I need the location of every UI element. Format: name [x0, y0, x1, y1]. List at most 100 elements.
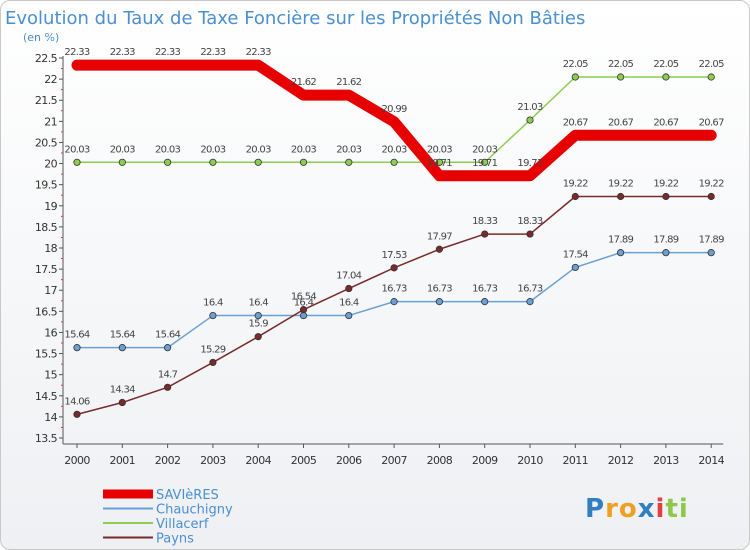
data-point [254, 158, 262, 166]
data-point [481, 158, 489, 166]
logo-letter: o [619, 494, 638, 524]
logo-letter: P [585, 494, 605, 524]
data-label: 14.06 [64, 396, 89, 407]
data-label: 15.29 [200, 344, 225, 355]
data-label: 17.97 [427, 231, 452, 242]
data-label: 18.33 [517, 216, 542, 227]
legend-item-villacerf: Villacerf [103, 517, 209, 532]
data-point [526, 230, 534, 238]
data-label: 16.54 [291, 292, 316, 303]
data-label: 15.64 [155, 330, 180, 341]
series-payns: 14.06 14.34 14.7 15.29 15.9 16.54 17.04 17.53 17… [64, 178, 725, 418]
data-point [164, 158, 172, 166]
data-point [571, 73, 579, 81]
data-point [615, 130, 626, 141]
y-tick-label: 19 [44, 200, 57, 213]
series-chauchigny: 15.64 15.64 15.64 16.4 16.4 16.4 16.4 16.73 16.7… [64, 235, 725, 352]
x-tick-label: 2009 [472, 454, 498, 467]
data-point [526, 298, 534, 306]
data-label: 20.67 [608, 117, 633, 128]
x-tick-label: 2010 [517, 454, 543, 467]
data-label: 20.03 [382, 144, 407, 155]
data-label: 14.7 [158, 369, 178, 380]
y-tick-label: 21 [44, 115, 57, 128]
data-point [118, 158, 126, 166]
data-point [118, 398, 126, 407]
data-label: 22.33 [110, 47, 135, 58]
data-label: 22.05 [653, 59, 678, 70]
y-tick-label: 16.5 [35, 305, 58, 318]
logo-letter: i [656, 494, 666, 524]
data-point [616, 192, 625, 201]
data-label: 17.89 [608, 235, 633, 246]
series-villacerf: 20.03 20.03 20.03 20.03 20.03 20.03 20.03 20.03… [64, 59, 725, 166]
data-point [73, 344, 81, 352]
legend-label: Payns [156, 532, 194, 547]
data-point [298, 90, 309, 101]
data-label: 16.73 [517, 284, 542, 295]
data-point [72, 60, 82, 71]
legend-item-chauchigny: Chauchigny [103, 503, 233, 518]
y-tick-label: 20 [44, 158, 57, 171]
data-label: 19.22 [563, 178, 588, 189]
data-point [162, 60, 173, 71]
data-label: 21.62 [336, 77, 361, 88]
data-label: 22.05 [608, 59, 633, 70]
data-point [571, 192, 579, 201]
data-point [299, 158, 308, 166]
x-tick-label: 2004 [245, 454, 271, 467]
data-point [209, 358, 217, 367]
data-point [481, 230, 489, 238]
data-label: 17.54 [563, 249, 588, 260]
legend-item-payns: Payns [103, 532, 194, 547]
data-label: 16.4 [203, 298, 223, 309]
data-point [481, 298, 489, 306]
data-point [662, 73, 670, 81]
logo-letter: r [605, 494, 619, 524]
data-label: 16.4 [294, 298, 314, 309]
legend-item-savières: SAVIèRES [103, 488, 219, 503]
data-label: 20.03 [155, 144, 180, 155]
data-point [390, 298, 398, 306]
logo-letter: t [665, 494, 678, 524]
data-label: 18.33 [472, 216, 497, 227]
x-tick-label: 2014 [698, 454, 724, 467]
x-tick-label: 2005 [291, 454, 317, 467]
data-label: 20.03 [110, 144, 135, 155]
x-tick-label: 2008 [427, 454, 453, 467]
axes: 13.5 14 14.5 15 15.5 16 16.5 17 17.5 18 18.5 19 19.5… [35, 52, 725, 467]
data-label: 20.03 [427, 144, 452, 155]
data-label: 15.64 [110, 330, 135, 341]
y-tick-label: 22.5 [35, 52, 58, 65]
legend-label: Chauchigny [156, 503, 233, 518]
data-point [435, 298, 443, 306]
data-point [662, 192, 670, 201]
data-label: 22.05 [699, 59, 724, 70]
data-point [390, 158, 398, 166]
data-point [435, 158, 443, 166]
data-label: 16.4 [339, 298, 359, 309]
data-point [299, 311, 308, 320]
y-tick-label: 17 [44, 284, 57, 297]
data-point [526, 116, 534, 124]
data-point [435, 245, 443, 253]
data-point [73, 410, 81, 418]
x-tick-label: 2003 [200, 454, 226, 467]
data-point [434, 170, 445, 181]
data-label: 17.89 [699, 235, 724, 246]
data-label: 19.71 [517, 158, 542, 169]
legend-label: SAVIèRES [156, 488, 219, 503]
x-tick-label: 2011 [562, 454, 588, 467]
data-label: 19.22 [699, 178, 724, 189]
x-tick-label: 2013 [653, 454, 679, 467]
data-point [118, 344, 126, 352]
data-point [525, 170, 535, 181]
data-label: 20.03 [200, 144, 225, 155]
y-tick-label: 17.5 [35, 263, 58, 276]
data-point [479, 170, 490, 181]
data-point [209, 311, 217, 320]
data-point [662, 249, 670, 257]
data-point [389, 116, 400, 127]
